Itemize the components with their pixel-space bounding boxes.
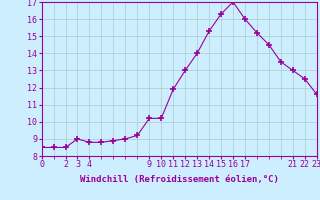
X-axis label: Windchill (Refroidissement éolien,°C): Windchill (Refroidissement éolien,°C) [80, 175, 279, 184]
